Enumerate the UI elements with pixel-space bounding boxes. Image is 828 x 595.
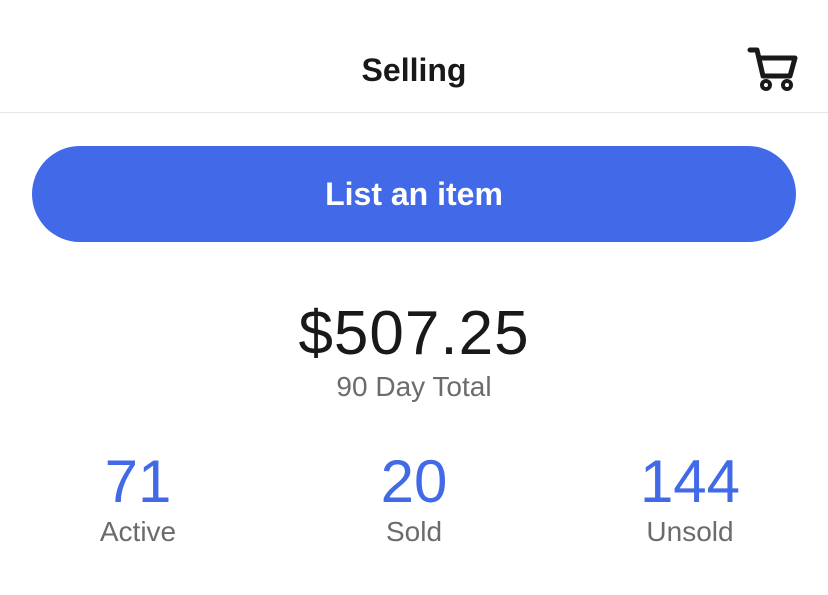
cart-button[interactable]: [746, 44, 800, 94]
stat-sold-value: 20: [380, 448, 448, 515]
top-nav-bar: Selling: [0, 0, 828, 113]
ninety-day-total-label: 90 Day Total: [336, 371, 492, 402]
stat-active-label: Active: [99, 516, 177, 547]
stat-sold[interactable]: 20 Sold: [294, 446, 534, 550]
list-an-item-button[interactable]: List an item: [32, 146, 796, 242]
stat-sold-label: Sold: [385, 516, 443, 547]
stat-unsold-value: 144: [639, 448, 741, 515]
page-title: Selling: [361, 52, 467, 88]
ninety-day-total-amount: $507.25: [298, 299, 530, 368]
stat-active-value: 71: [104, 448, 172, 515]
stat-unsold-label: Unsold: [646, 516, 734, 547]
stat-unsold[interactable]: 144 Unsold: [570, 446, 810, 550]
shopping-cart-icon: [747, 47, 798, 91]
stat-active[interactable]: 71 Active: [18, 446, 258, 550]
